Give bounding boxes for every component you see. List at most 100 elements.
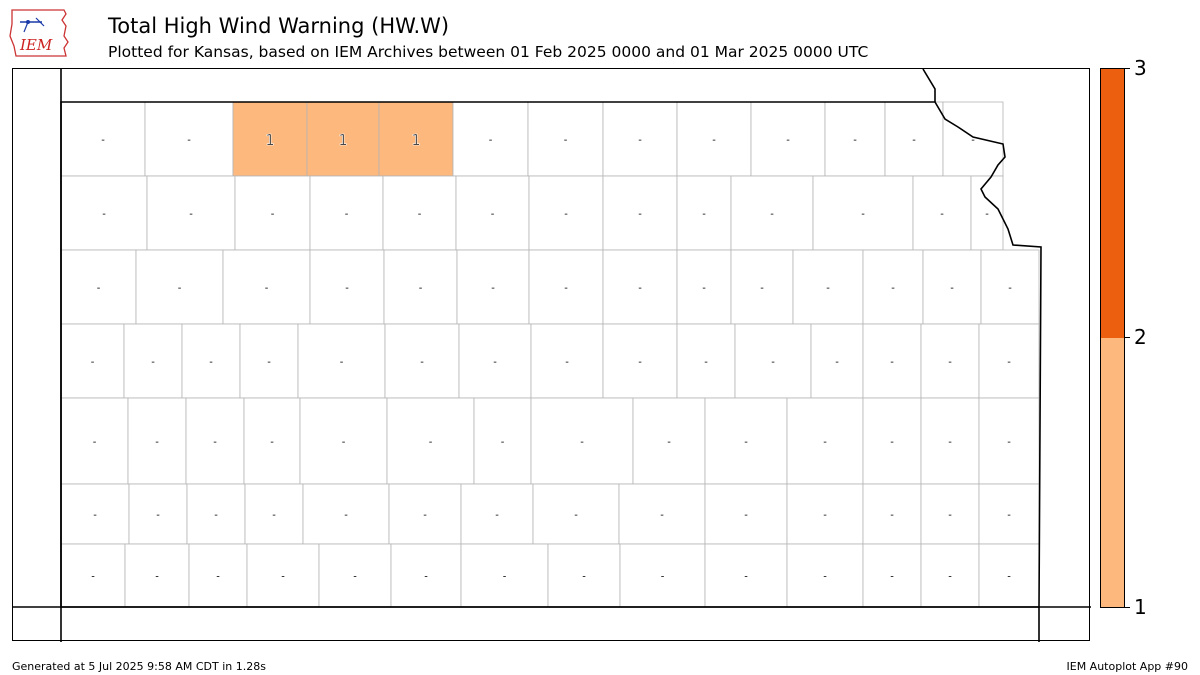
- county-empty-marker: -: [93, 510, 97, 521]
- county: [528, 175, 604, 251]
- county: [942, 101, 1004, 177]
- county-empty-marker: -: [345, 209, 349, 220]
- county: [60, 543, 126, 608]
- county-empty-marker: -: [564, 135, 568, 146]
- county: [750, 101, 826, 177]
- county: [455, 175, 530, 251]
- county-empty-marker: -: [93, 437, 97, 448]
- county: [810, 323, 864, 399]
- colorbar-label-3: 3: [1134, 56, 1147, 80]
- county: [704, 397, 788, 485]
- county-empty-marker: -: [178, 283, 182, 294]
- county: [978, 483, 1040, 545]
- county-empty-marker: -: [890, 357, 894, 368]
- county: [181, 323, 241, 399]
- county-empty-marker: -: [985, 209, 989, 220]
- county-empty-marker: -: [971, 135, 975, 146]
- county: [128, 483, 188, 545]
- county: [786, 483, 864, 545]
- county-empty-marker: -: [423, 510, 427, 521]
- county-empty-marker: -: [267, 357, 271, 368]
- county-empty-marker: -: [281, 572, 285, 583]
- county: [862, 323, 922, 399]
- county: [388, 483, 462, 545]
- county: [978, 323, 1040, 399]
- county-empty-marker: -: [501, 437, 505, 448]
- county-empty-marker: -: [823, 572, 827, 583]
- county-empty-marker: -: [702, 209, 706, 220]
- county: [458, 323, 532, 399]
- county: [239, 323, 299, 399]
- county-empty-marker: -: [744, 437, 748, 448]
- county-empty-marker: -: [564, 209, 568, 220]
- county-empty-marker: -: [101, 135, 105, 146]
- county-empty-marker: -: [638, 135, 642, 146]
- county: [60, 323, 125, 399]
- county-empty-marker: -: [213, 437, 217, 448]
- county-empty-marker: -: [353, 572, 357, 583]
- colorbar-tick: [1125, 68, 1130, 69]
- county-empty-marker: -: [912, 135, 916, 146]
- county-empty-marker: -: [823, 510, 827, 521]
- county-empty-marker: -: [493, 357, 497, 368]
- county-empty-marker: -: [189, 209, 193, 220]
- county: [222, 249, 311, 325]
- county: [676, 323, 736, 399]
- county-empty-marker: -: [826, 283, 830, 294]
- county-empty-marker: -: [574, 510, 578, 521]
- county: [530, 323, 604, 399]
- county-empty-marker: -: [102, 209, 106, 220]
- county-empty-marker: -: [704, 357, 708, 368]
- county: [970, 175, 1004, 251]
- page-subtitle: Plotted for Kansas, based on IEM Archive…: [108, 43, 869, 61]
- county: [602, 249, 678, 325]
- county-empty-marker: -: [638, 357, 642, 368]
- colorbar: [1100, 68, 1125, 608]
- county-empty-marker: -: [667, 437, 671, 448]
- county-empty-marker: -: [495, 510, 499, 521]
- county-value-label: 1: [411, 131, 421, 149]
- county-empty-marker: -: [702, 283, 706, 294]
- county-empty-marker: -: [638, 283, 642, 294]
- county-empty-marker: -: [344, 510, 348, 521]
- county-empty-marker: -: [345, 283, 349, 294]
- map-panel: - - 1 1 1 - - - - - - - - - - - - - - - - - - - - - - - - - - - - - - - - - - -…: [12, 68, 1091, 642]
- county-empty-marker: -: [948, 510, 952, 521]
- county-empty-marker: -: [424, 572, 428, 583]
- county-empty-marker: -: [853, 135, 857, 146]
- county: [862, 397, 922, 485]
- county: [862, 543, 922, 608]
- county: [730, 175, 814, 251]
- county: [146, 175, 236, 251]
- county-empty-marker: -: [1008, 283, 1012, 294]
- app-label: IEM Autoplot App #90: [1066, 660, 1189, 673]
- county-empty-marker: -: [861, 209, 865, 220]
- county: [862, 483, 922, 545]
- county-empty-marker: -: [661, 572, 665, 583]
- county-empty-marker: -: [1007, 572, 1011, 583]
- county-empty-marker: -: [948, 572, 952, 583]
- page-title: Total High Wind Warning (HW.W): [108, 14, 450, 38]
- county-empty-marker: -: [503, 572, 507, 583]
- county: [920, 483, 980, 545]
- county-empty-marker: -: [786, 135, 790, 146]
- county-empty-marker: -: [156, 510, 160, 521]
- county-empty-marker: -: [271, 209, 275, 220]
- state-outline: [60, 101, 1042, 608]
- county: [920, 543, 980, 608]
- generated-note: Generated at 5 Jul 2025 9:58 AM CDT in 1…: [12, 660, 266, 673]
- county-empty-marker: -: [771, 357, 775, 368]
- county-empty-marker: -: [265, 283, 269, 294]
- county: [318, 543, 392, 608]
- county-empty-marker: -: [155, 572, 159, 583]
- county-empty-marker: -: [91, 572, 95, 583]
- county-empty-marker: -: [209, 357, 213, 368]
- colorbar-label-2: 2: [1134, 325, 1147, 349]
- county-empty-marker: -: [890, 572, 894, 583]
- county: [460, 483, 534, 545]
- county: [60, 249, 137, 325]
- county: [812, 175, 914, 251]
- county: [602, 175, 678, 251]
- county-empty-marker: -: [744, 572, 748, 583]
- county-empty-marker: -: [890, 510, 894, 521]
